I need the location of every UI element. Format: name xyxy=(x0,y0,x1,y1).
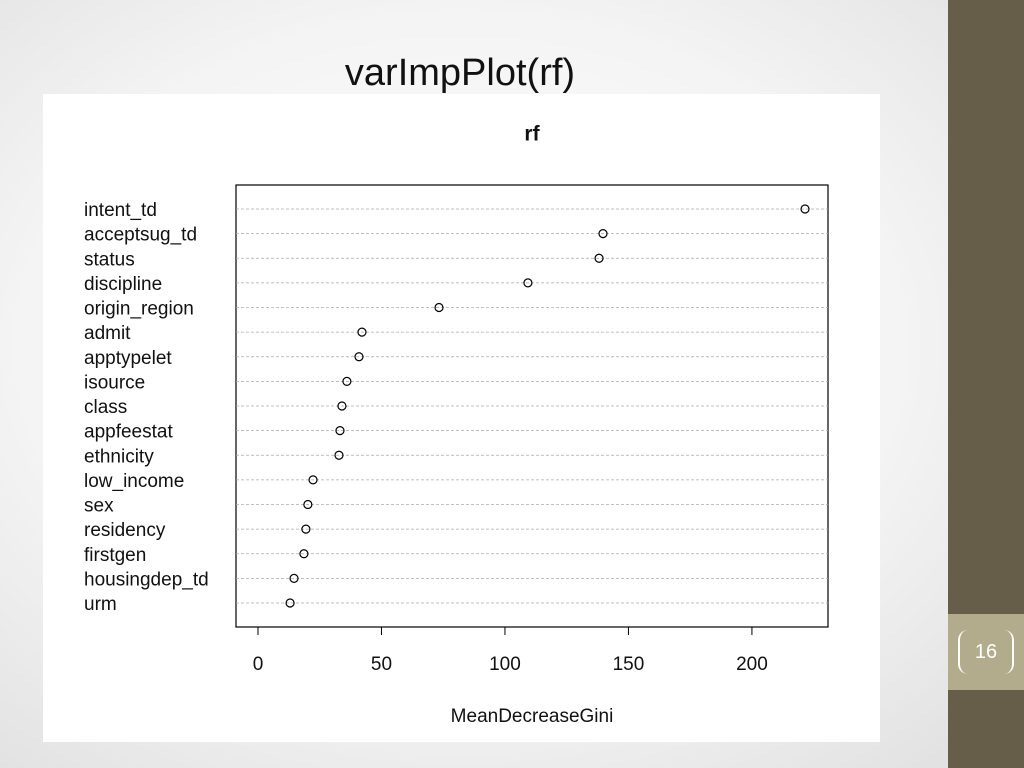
dot xyxy=(357,327,367,337)
y-tick-label: intent_td xyxy=(84,200,157,221)
slide-title: varImpPlot(rf) xyxy=(344,52,576,94)
y-tick-label: admit xyxy=(84,323,131,344)
x-axis-label: MeanDecreaseGini xyxy=(451,706,614,727)
dot xyxy=(594,253,604,263)
y-tick-label: origin_region xyxy=(84,299,194,320)
dot xyxy=(301,524,311,534)
page-number-box xyxy=(948,614,1024,690)
dot xyxy=(342,376,352,386)
dot xyxy=(337,401,347,411)
y-tick-label: class xyxy=(84,397,127,418)
y-tick-label: housingdep_td xyxy=(84,569,209,590)
dot xyxy=(299,549,309,559)
y-tick-label: status xyxy=(84,249,135,270)
dot xyxy=(434,302,444,313)
y-tick-label: discipline xyxy=(84,274,162,295)
y-tick-label: ethnicity xyxy=(84,446,154,467)
x-tick-label: 50 xyxy=(371,654,392,675)
y-tick-label: urm xyxy=(84,594,117,615)
dot xyxy=(800,204,810,214)
dot xyxy=(289,573,299,583)
y-tick-label: low_income xyxy=(84,471,184,492)
dot xyxy=(598,229,608,239)
y-tick-label: isource xyxy=(84,372,145,393)
y-tick-label: firstgen xyxy=(84,545,146,566)
dot xyxy=(308,475,318,485)
y-tick-label: acceptsug_td xyxy=(84,225,197,246)
chart-panel xyxy=(43,94,880,742)
x-tick-label: 0 xyxy=(253,654,264,675)
page-number: 16 xyxy=(958,630,1014,674)
y-tick-label: residency xyxy=(84,520,166,541)
y-tick-label: sex xyxy=(84,496,114,517)
x-tick-label: 200 xyxy=(736,654,768,675)
dot xyxy=(335,426,345,436)
dot xyxy=(354,352,364,362)
dot xyxy=(285,598,295,608)
y-tick-label: apptypelet xyxy=(84,348,172,369)
y-tick-label: appfeestat xyxy=(84,422,173,443)
dot xyxy=(334,450,344,460)
dot xyxy=(523,278,533,288)
x-tick-label: 150 xyxy=(613,654,645,675)
x-tick-label: 100 xyxy=(489,654,521,675)
chart-title: rf xyxy=(524,123,540,146)
dot xyxy=(303,499,313,510)
